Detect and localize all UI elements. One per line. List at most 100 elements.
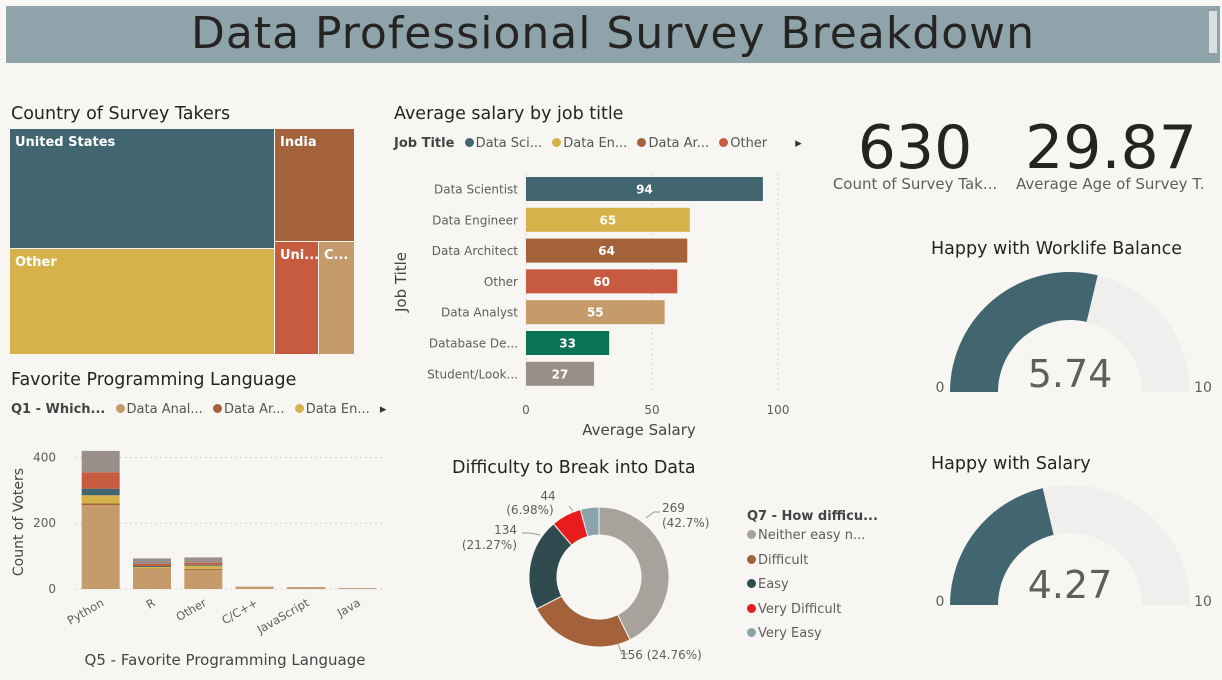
- treemap-tile-uni[interactable]: Uni...: [275, 242, 320, 354]
- y-category-label: Data Architect: [432, 244, 519, 258]
- y-tick-label: 200: [33, 516, 56, 530]
- donut-data-label: 156 (24.76%): [620, 648, 702, 662]
- treemap-tile-other[interactable]: Other: [10, 249, 274, 354]
- stacked-bar-segment[interactable]: [184, 562, 223, 565]
- stacked-bar-segment[interactable]: [287, 587, 325, 589]
- legend-dot: [212, 404, 222, 413]
- donut-data-label: 44: [540, 489, 555, 503]
- gauge-fill: [950, 272, 1098, 392]
- stacked-bar-segment[interactable]: [81, 472, 120, 489]
- y-tick-label: 400: [33, 450, 56, 464]
- legend-label: Data En...: [305, 402, 370, 417]
- bar-data-label: 27: [552, 367, 569, 381]
- legend-item-data-architect[interactable]: Data Ar...: [207, 402, 285, 417]
- treemap-tile-c[interactable]: C...: [319, 242, 354, 354]
- donut-slice[interactable]: [598, 506, 670, 641]
- legend-item-data-engineer[interactable]: Data En...: [546, 136, 627, 151]
- card-survey-count: 630 Count of Survey Tak...: [820, 113, 1010, 193]
- stacked-bar-segment[interactable]: [184, 569, 223, 589]
- legend-dot: [747, 579, 756, 588]
- donut-data-label: (6.98%): [506, 503, 553, 517]
- stacked-bar-segment[interactable]: [184, 557, 223, 563]
- x-tick-label: R: [144, 595, 158, 611]
- bar-data-label: 64: [598, 244, 615, 258]
- title-scrollbar[interactable]: [1209, 11, 1217, 53]
- x-tick-label: 0: [522, 403, 530, 417]
- stacked-bar-segment[interactable]: [235, 587, 274, 589]
- legend-item-very-difficult[interactable]: Very Difficult: [747, 602, 878, 627]
- card-value: 29.87: [1025, 113, 1197, 183]
- difficulty-donut-chart: 269(42.7%) 156 (24.76%) 134(21.27%) 44(6.98…: [462, 489, 710, 662]
- stacked-bar-segment[interactable]: [184, 568, 223, 570]
- y-axis-title: Count of Voters: [11, 468, 27, 576]
- treemap-tile-label: Other: [15, 255, 57, 270]
- stacked-bar-segment[interactable]: [133, 566, 171, 569]
- salary-bar[interactable]: [526, 361, 595, 386]
- language-stacked-bar-chart: 0 200 400 Python R Other C/C++JavaScript Java Q5…: [11, 450, 383, 669]
- salary-legend: Job Title Data Sci... Data En... Data Ar…: [394, 136, 802, 151]
- salary-bar[interactable]: [526, 177, 763, 201]
- salary-bar[interactable]: [526, 207, 690, 232]
- stacked-bar-segment[interactable]: [133, 558, 171, 565]
- stacked-bar-segment[interactable]: [184, 564, 223, 566]
- bar-data-label: 33: [559, 337, 576, 351]
- bar-data-label: 94: [636, 183, 653, 197]
- stacked-bar-segment[interactable]: [133, 564, 171, 566]
- donut-data-label: 269: [662, 501, 685, 515]
- difficulty-chart-title: Difficulty to Break into Data: [452, 458, 696, 478]
- difficulty-legend: Q7 - How difficu... Neither easy n... Di…: [747, 509, 878, 651]
- y-axis-title: Job Title: [392, 252, 410, 313]
- treemap-tile-india[interactable]: India: [275, 129, 354, 241]
- salary-bar[interactable]: [526, 238, 688, 263]
- legend-next-arrow-icon[interactable]: ▸: [795, 136, 802, 151]
- x-tick-label: 50: [644, 403, 659, 417]
- legend-item-other[interactable]: Other: [713, 136, 767, 151]
- gauge-salary-title: Happy with Salary: [931, 454, 1091, 474]
- bar-data-label: 60: [593, 275, 610, 289]
- legend-item-neither[interactable]: Neither easy n...: [747, 528, 878, 553]
- stacked-bar-segment[interactable]: [133, 569, 171, 589]
- legend-label: Data En...: [563, 136, 628, 151]
- treemap-tile-united-states[interactable]: United States: [10, 129, 274, 248]
- legend-item-data-scientist[interactable]: Data Sci...: [459, 136, 542, 151]
- legend-label: Easy: [758, 577, 789, 592]
- y-category-label: Other: [484, 275, 518, 289]
- treemap-tile-label: Uni...: [280, 248, 320, 263]
- legend-label: Data Ar...: [223, 402, 285, 417]
- page-title: Data Professional Survey Breakdown: [190, 8, 1036, 59]
- stacked-bar-segment[interactable]: [81, 503, 120, 506]
- stacked-bar-segment[interactable]: [81, 450, 120, 473]
- stacked-bar-segment[interactable]: [81, 495, 120, 504]
- title-banner: Data Professional Survey Breakdown: [6, 6, 1220, 63]
- difficulty-legend-title: Q7 - How difficu...: [747, 509, 878, 524]
- treemap-tile-label: India: [280, 135, 317, 150]
- stacked-bar-segment[interactable]: [338, 588, 377, 589]
- legend-item-data-analyst[interactable]: Data Anal...: [110, 402, 203, 417]
- donut-slice[interactable]: [536, 595, 631, 648]
- donut-slice[interactable]: [579, 506, 600, 538]
- legend-dot: [464, 138, 474, 147]
- gauge-worklife: 5.74 0 10: [936, 272, 1212, 396]
- stacked-bar-segment[interactable]: [81, 488, 120, 496]
- salary-bar[interactable]: [526, 300, 665, 325]
- legend-next-arrow-icon[interactable]: ▸: [379, 402, 387, 417]
- salary-bar[interactable]: [526, 269, 678, 294]
- stacked-bar-segment[interactable]: [133, 565, 171, 567]
- salary-bar[interactable]: [526, 331, 610, 355]
- legend-item-difficult[interactable]: Difficult: [747, 553, 878, 578]
- gauge-salary: 4.27 0 10: [936, 485, 1212, 610]
- legend-item-data-architect[interactable]: Data Ar...: [631, 136, 709, 151]
- y-category-label: Data Analyst: [441, 306, 518, 320]
- stacked-bar-segment[interactable]: [133, 568, 171, 570]
- card-value: 630: [857, 113, 973, 183]
- stacked-bar-segment[interactable]: [81, 505, 120, 589]
- y-category-label: Data Scientist: [434, 183, 518, 197]
- legend-item-easy[interactable]: Easy: [747, 577, 878, 602]
- x-axis-title: Q5 - Favorite Programming Language: [85, 651, 366, 669]
- legend-item-very-easy[interactable]: Very Easy: [747, 626, 878, 651]
- stacked-bar-segment[interactable]: [184, 565, 223, 569]
- legend-label: Neither easy n...: [758, 528, 866, 543]
- legend-item-data-engineer[interactable]: Data En...: [289, 402, 370, 417]
- legend-dot: [747, 628, 756, 637]
- y-category-label: Database De...: [429, 337, 518, 351]
